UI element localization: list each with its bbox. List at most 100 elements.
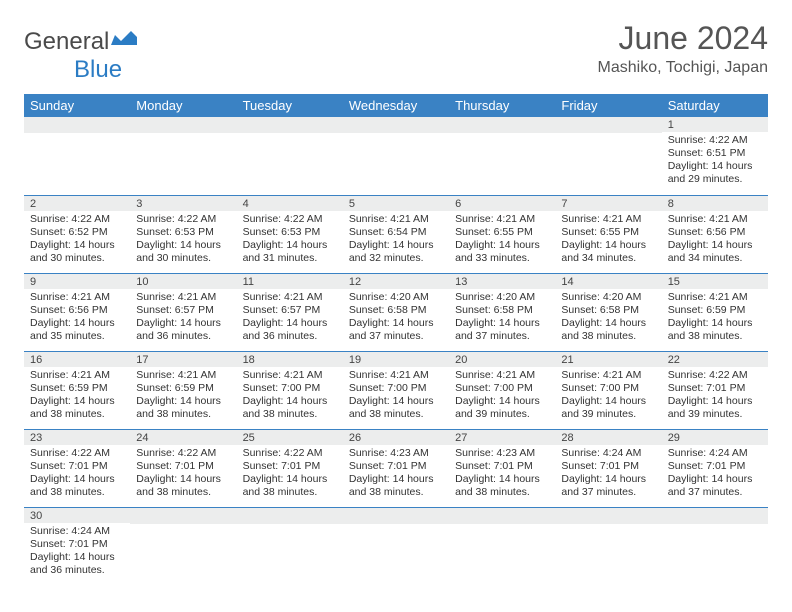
calendar-cell: 16Sunrise: 4:21 AMSunset: 6:59 PMDayligh… bbox=[24, 351, 130, 429]
day-number: 24 bbox=[130, 430, 236, 445]
sunset-line: Sunset: 6:58 PM bbox=[561, 304, 655, 317]
sunset-line: Sunset: 7:01 PM bbox=[455, 460, 549, 473]
day-number: 10 bbox=[130, 274, 236, 289]
calendar-cell: 11Sunrise: 4:21 AMSunset: 6:57 PMDayligh… bbox=[237, 273, 343, 351]
calendar-cell: 8Sunrise: 4:21 AMSunset: 6:56 PMDaylight… bbox=[662, 195, 768, 273]
calendar-cell: 4Sunrise: 4:22 AMSunset: 6:53 PMDaylight… bbox=[237, 195, 343, 273]
calendar-cell: 14Sunrise: 4:20 AMSunset: 6:58 PMDayligh… bbox=[555, 273, 661, 351]
day-content: Sunrise: 4:21 AMSunset: 7:00 PMDaylight:… bbox=[343, 367, 449, 425]
day-number: 17 bbox=[130, 352, 236, 367]
calendar-cell: 15Sunrise: 4:21 AMSunset: 6:59 PMDayligh… bbox=[662, 273, 768, 351]
daylight-line: Daylight: 14 hours and 36 minutes. bbox=[136, 317, 230, 343]
day-content: Sunrise: 4:21 AMSunset: 6:55 PMDaylight:… bbox=[555, 211, 661, 269]
daylight-line: Daylight: 14 hours and 38 minutes. bbox=[243, 473, 337, 499]
sunset-line: Sunset: 7:01 PM bbox=[561, 460, 655, 473]
calendar-row: 1Sunrise: 4:22 AMSunset: 6:51 PMDaylight… bbox=[24, 117, 768, 195]
day-number-empty bbox=[343, 117, 449, 133]
day-number-empty bbox=[130, 508, 236, 524]
day-number-empty bbox=[449, 117, 555, 133]
calendar-cell bbox=[449, 117, 555, 195]
day-number: 4 bbox=[237, 196, 343, 211]
day-content: Sunrise: 4:20 AMSunset: 6:58 PMDaylight:… bbox=[343, 289, 449, 347]
calendar-row: 23Sunrise: 4:22 AMSunset: 7:01 PMDayligh… bbox=[24, 429, 768, 507]
calendar-row: 2Sunrise: 4:22 AMSunset: 6:52 PMDaylight… bbox=[24, 195, 768, 273]
calendar-cell: 7Sunrise: 4:21 AMSunset: 6:55 PMDaylight… bbox=[555, 195, 661, 273]
calendar-row: 16Sunrise: 4:21 AMSunset: 6:59 PMDayligh… bbox=[24, 351, 768, 429]
day-content: Sunrise: 4:22 AMSunset: 7:01 PMDaylight:… bbox=[662, 367, 768, 425]
day-number-empty bbox=[343, 508, 449, 524]
calendar-cell: 23Sunrise: 4:22 AMSunset: 7:01 PMDayligh… bbox=[24, 429, 130, 507]
day-content: Sunrise: 4:21 AMSunset: 6:59 PMDaylight:… bbox=[662, 289, 768, 347]
daylight-line: Daylight: 14 hours and 37 minutes. bbox=[561, 473, 655, 499]
calendar-cell bbox=[449, 507, 555, 585]
day-content: Sunrise: 4:22 AMSunset: 6:51 PMDaylight:… bbox=[662, 132, 768, 190]
daylight-line: Daylight: 14 hours and 38 minutes. bbox=[243, 395, 337, 421]
calendar-cell: 19Sunrise: 4:21 AMSunset: 7:00 PMDayligh… bbox=[343, 351, 449, 429]
day-content: Sunrise: 4:21 AMSunset: 6:59 PMDaylight:… bbox=[130, 367, 236, 425]
weekday-header: Friday bbox=[555, 94, 661, 117]
day-content: Sunrise: 4:24 AMSunset: 7:01 PMDaylight:… bbox=[662, 445, 768, 503]
sunset-line: Sunset: 6:59 PM bbox=[668, 304, 762, 317]
day-number: 1 bbox=[662, 117, 768, 132]
calendar-row: 30Sunrise: 4:24 AMSunset: 7:01 PMDayligh… bbox=[24, 507, 768, 585]
sunrise-line: Sunrise: 4:20 AM bbox=[455, 291, 549, 304]
calendar-cell: 28Sunrise: 4:24 AMSunset: 7:01 PMDayligh… bbox=[555, 429, 661, 507]
sunrise-line: Sunrise: 4:22 AM bbox=[243, 447, 337, 460]
calendar-cell bbox=[555, 507, 661, 585]
sunrise-line: Sunrise: 4:21 AM bbox=[136, 291, 230, 304]
day-number: 25 bbox=[237, 430, 343, 445]
sunrise-line: Sunrise: 4:22 AM bbox=[668, 134, 762, 147]
weekday-header: Tuesday bbox=[237, 94, 343, 117]
day-number: 29 bbox=[662, 430, 768, 445]
sunset-line: Sunset: 6:55 PM bbox=[455, 226, 549, 239]
day-content: Sunrise: 4:22 AMSunset: 6:53 PMDaylight:… bbox=[237, 211, 343, 269]
sunrise-line: Sunrise: 4:21 AM bbox=[561, 369, 655, 382]
calendar-cell: 13Sunrise: 4:20 AMSunset: 6:58 PMDayligh… bbox=[449, 273, 555, 351]
sunrise-line: Sunrise: 4:21 AM bbox=[136, 369, 230, 382]
daylight-line: Daylight: 14 hours and 38 minutes. bbox=[349, 473, 443, 499]
sunrise-line: Sunrise: 4:24 AM bbox=[668, 447, 762, 460]
sunrise-line: Sunrise: 4:24 AM bbox=[561, 447, 655, 460]
sunrise-line: Sunrise: 4:21 AM bbox=[243, 369, 337, 382]
calendar-cell bbox=[555, 117, 661, 195]
weekday-header: Monday bbox=[130, 94, 236, 117]
calendar-cell: 25Sunrise: 4:22 AMSunset: 7:01 PMDayligh… bbox=[237, 429, 343, 507]
calendar-cell: 18Sunrise: 4:21 AMSunset: 7:00 PMDayligh… bbox=[237, 351, 343, 429]
daylight-line: Daylight: 14 hours and 30 minutes. bbox=[30, 239, 124, 265]
sunset-line: Sunset: 7:00 PM bbox=[455, 382, 549, 395]
calendar-cell bbox=[662, 507, 768, 585]
daylight-line: Daylight: 14 hours and 37 minutes. bbox=[668, 473, 762, 499]
day-number: 23 bbox=[24, 430, 130, 445]
calendar-cell: 30Sunrise: 4:24 AMSunset: 7:01 PMDayligh… bbox=[24, 507, 130, 585]
day-content: Sunrise: 4:20 AMSunset: 6:58 PMDaylight:… bbox=[555, 289, 661, 347]
sunrise-line: Sunrise: 4:20 AM bbox=[349, 291, 443, 304]
month-title: June 2024 bbox=[598, 20, 768, 57]
weekday-header: Sunday bbox=[24, 94, 130, 117]
daylight-line: Daylight: 14 hours and 38 minutes. bbox=[30, 473, 124, 499]
calendar-cell: 2Sunrise: 4:22 AMSunset: 6:52 PMDaylight… bbox=[24, 195, 130, 273]
calendar-cell: 22Sunrise: 4:22 AMSunset: 7:01 PMDayligh… bbox=[662, 351, 768, 429]
calendar-cell: 24Sunrise: 4:22 AMSunset: 7:01 PMDayligh… bbox=[130, 429, 236, 507]
daylight-line: Daylight: 14 hours and 30 minutes. bbox=[136, 239, 230, 265]
day-number: 22 bbox=[662, 352, 768, 367]
sunset-line: Sunset: 7:00 PM bbox=[561, 382, 655, 395]
sunset-line: Sunset: 6:53 PM bbox=[136, 226, 230, 239]
calendar-cell: 21Sunrise: 4:21 AMSunset: 7:00 PMDayligh… bbox=[555, 351, 661, 429]
calendar-cell bbox=[130, 507, 236, 585]
daylight-line: Daylight: 14 hours and 37 minutes. bbox=[455, 317, 549, 343]
sunset-line: Sunset: 6:52 PM bbox=[30, 226, 124, 239]
day-number: 16 bbox=[24, 352, 130, 367]
calendar-cell: 9Sunrise: 4:21 AMSunset: 6:56 PMDaylight… bbox=[24, 273, 130, 351]
sunset-line: Sunset: 7:01 PM bbox=[136, 460, 230, 473]
flag-icon bbox=[111, 28, 137, 55]
sunrise-line: Sunrise: 4:21 AM bbox=[30, 291, 124, 304]
sunrise-line: Sunrise: 4:23 AM bbox=[349, 447, 443, 460]
day-number: 12 bbox=[343, 274, 449, 289]
day-number-empty bbox=[24, 117, 130, 133]
day-number: 27 bbox=[449, 430, 555, 445]
day-number-empty bbox=[130, 117, 236, 133]
sunrise-line: Sunrise: 4:24 AM bbox=[30, 525, 124, 538]
calendar-cell: 12Sunrise: 4:20 AMSunset: 6:58 PMDayligh… bbox=[343, 273, 449, 351]
day-number: 9 bbox=[24, 274, 130, 289]
sunrise-line: Sunrise: 4:22 AM bbox=[668, 369, 762, 382]
